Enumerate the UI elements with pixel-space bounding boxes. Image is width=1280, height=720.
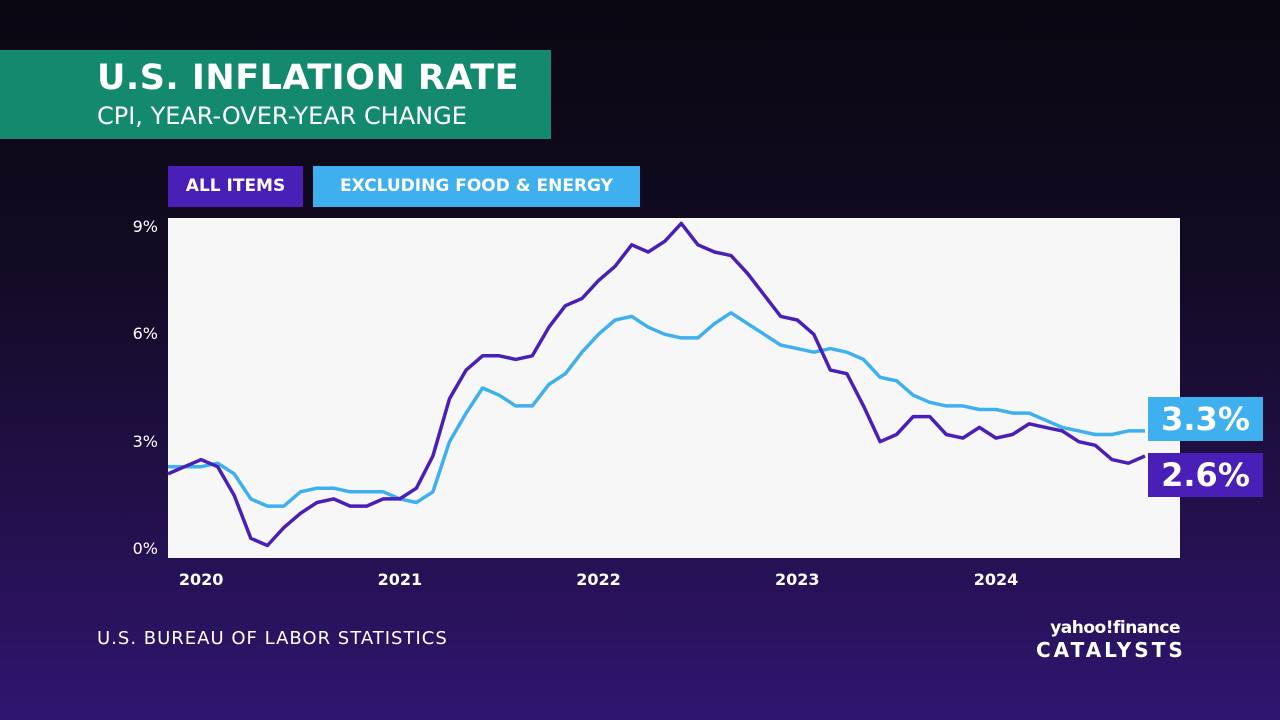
legend-all-items: ALL ITEMS [168,166,303,207]
all-items-line [167,221,1146,548]
x-tick-label: 2020 [178,570,224,589]
yahoo-finance-logo: yahoo!finance CATALYSTS [1036,618,1186,662]
y-tick-label: 6% [132,324,158,344]
chart-title: U.S. INFLATION RATE [97,58,520,98]
all-items-end-label: 2.6% [1148,453,1263,497]
logo-brand: yahoo!finance [1050,618,1180,638]
logo-show: CATALYSTS [1036,638,1186,662]
chart-subtitle: CPI, YEAR-OVER-YEAR CHANGE [97,102,467,130]
title-banner [0,50,551,139]
source-note: U.S. BUREAU OF LABOR STATISTICS [97,628,448,649]
core-line [168,311,1145,508]
x-tick-label: 2024 [973,570,1019,589]
y-tick-label: 3% [132,431,158,451]
y-tick-label: 9% [132,216,158,236]
y-tick-label: 0% [132,539,158,559]
legend-core: EXCLUDING FOOD & ENERGY [313,166,640,207]
x-tick-label: 2021 [377,570,423,589]
x-tick-label: 2023 [774,570,820,589]
x-tick-label: 2022 [576,570,621,589]
core-end-label: 3.3% [1148,397,1263,441]
